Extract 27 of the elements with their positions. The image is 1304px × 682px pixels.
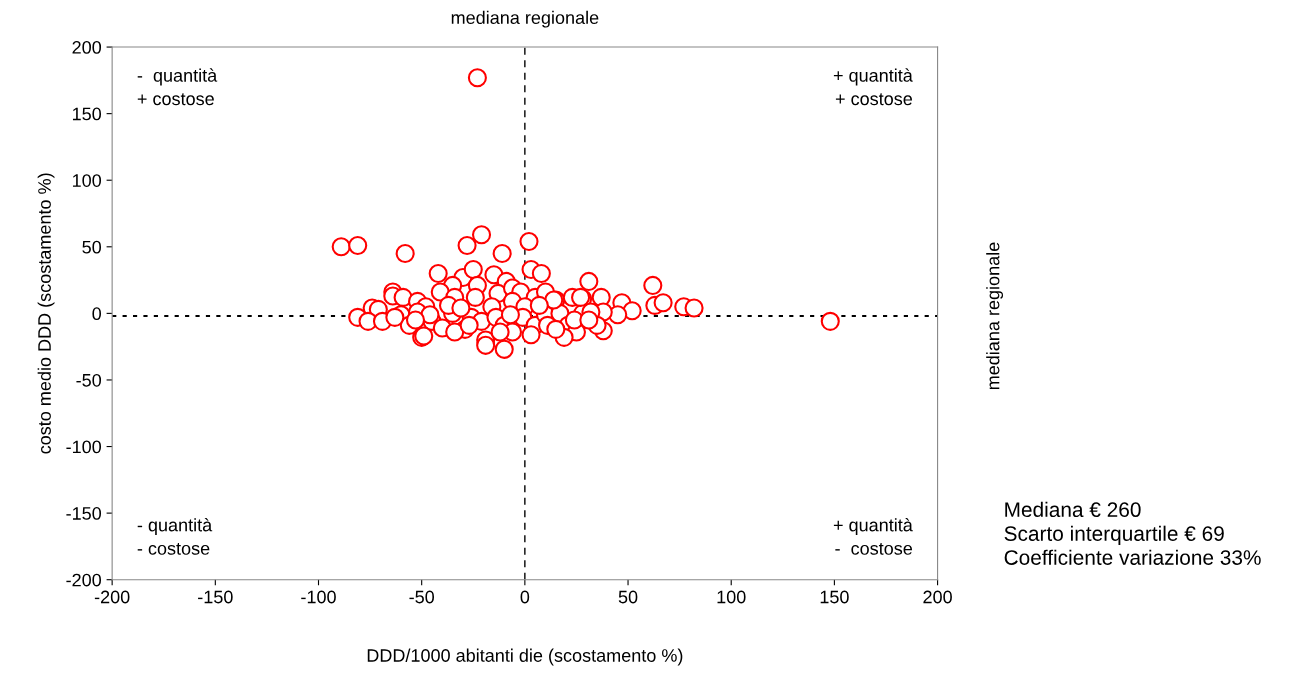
x-tick-label: 100 — [717, 590, 746, 604]
annotation: + quantità + costose — [833, 68, 913, 106]
x-tick-label: 50 — [618, 590, 638, 604]
x-tick-label: -50 — [409, 590, 435, 604]
ref-line-label: mediana regionale — [451, 10, 599, 28]
ref-line-label: mediana regionale — [986, 242, 1004, 390]
x-axis-title: DDD/1000 abitanti die (scostamento %) — [367, 648, 683, 666]
y-axis-title: costo medio DDD (scostamento %) — [37, 173, 55, 454]
x-tick-label: -150 — [198, 590, 233, 604]
y-tick-label: 50 — [82, 240, 102, 254]
x-tick-label: 150 — [820, 590, 849, 604]
x-tick-label: -200 — [94, 590, 130, 604]
x-tick-label: 200 — [923, 590, 952, 604]
y-tick-label: 0 — [92, 307, 102, 321]
y-tick-label: -150 — [66, 507, 102, 520]
y-tick-label: 100 — [72, 174, 102, 187]
annotation: - quantità + costose — [137, 68, 218, 106]
text: Mediana € 260 Scarto interquartile € 69 Coefficiente variazione 33% — [1004, 501, 1261, 565]
annotation: - quantità - costose — [137, 517, 213, 555]
x-tick-label: 0 — [520, 590, 530, 604]
annotation: + quantità - costose — [833, 517, 913, 555]
y-tick-label: -100 — [66, 440, 102, 454]
y-tick-label: -50 — [76, 373, 102, 387]
y-tick-label: 150 — [72, 107, 102, 121]
y-tick-label: 200 — [72, 40, 102, 54]
y-tick-label: -200 — [66, 573, 102, 587]
x-tick-label: -100 — [301, 590, 336, 604]
